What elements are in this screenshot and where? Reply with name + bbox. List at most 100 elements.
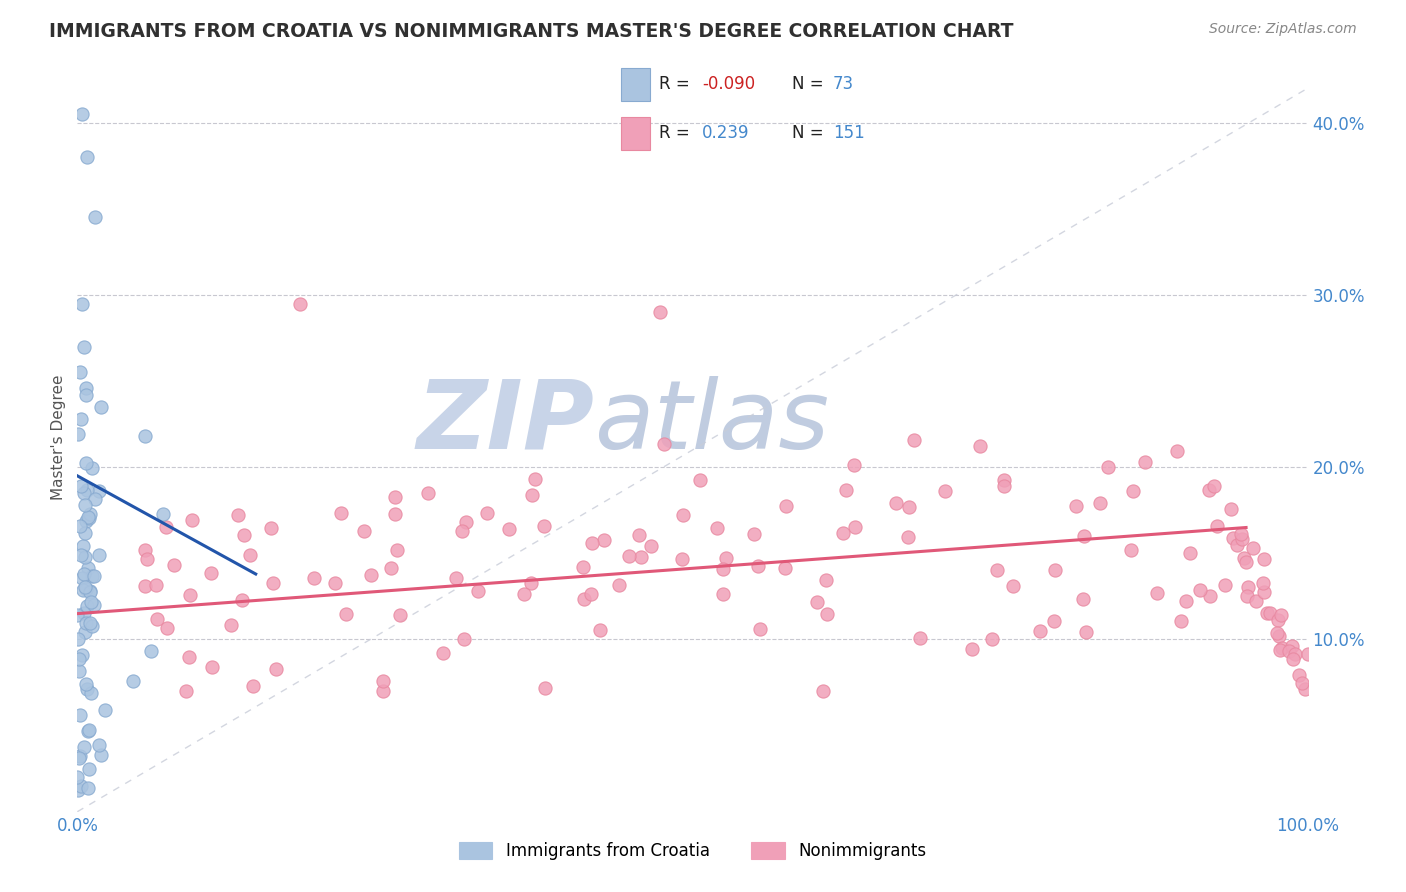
Point	[77, 561, 100, 575]
Point	[90, 748, 112, 763]
Point	[75, 526, 97, 541]
Point	[1258, 606, 1281, 620]
Point	[534, 681, 557, 695]
Point	[1121, 543, 1143, 558]
Point	[523, 472, 546, 486]
Point	[69, 519, 91, 533]
Point	[574, 591, 596, 606]
Point	[1213, 578, 1236, 592]
Point	[134, 429, 156, 443]
Point	[201, 659, 224, 673]
Point	[1146, 586, 1168, 600]
Point	[1043, 615, 1066, 629]
Point	[903, 433, 925, 447]
Point	[1267, 613, 1289, 627]
Point	[1206, 518, 1229, 533]
Point	[1175, 594, 1198, 608]
Point	[152, 507, 174, 521]
Point	[453, 632, 475, 646]
Text: 151: 151	[832, 124, 865, 143]
Point	[121, 673, 143, 688]
Point	[1043, 563, 1066, 577]
Point	[83, 491, 105, 506]
Point	[934, 484, 956, 499]
Point	[69, 366, 91, 380]
Point	[835, 483, 858, 497]
Point	[619, 549, 641, 563]
Point	[1029, 624, 1052, 638]
Point	[607, 578, 630, 592]
Point	[380, 561, 402, 575]
Point	[174, 684, 197, 698]
Point	[73, 498, 96, 512]
Point	[706, 521, 728, 535]
Point	[69, 707, 91, 722]
Point	[993, 479, 1015, 493]
Point	[1097, 460, 1119, 475]
Point	[75, 580, 97, 594]
Point	[671, 508, 693, 523]
Point	[239, 549, 262, 563]
Point	[1237, 580, 1260, 594]
Point	[513, 586, 536, 600]
Point	[67, 750, 90, 764]
Point	[1288, 668, 1310, 682]
Point	[325, 576, 347, 591]
Point	[66, 770, 89, 784]
Point	[1253, 585, 1275, 599]
Point	[806, 595, 828, 609]
Point	[304, 571, 326, 585]
Point	[384, 490, 406, 504]
Point	[73, 607, 96, 621]
Point	[76, 681, 98, 696]
Point	[1198, 483, 1220, 497]
Point	[66, 608, 89, 623]
Point	[1202, 479, 1225, 493]
Point	[80, 595, 103, 609]
Point	[450, 524, 472, 538]
Point	[75, 677, 97, 691]
Point	[266, 662, 288, 676]
Point	[1241, 541, 1264, 556]
Point	[572, 559, 595, 574]
Point	[1270, 607, 1292, 622]
Point	[533, 518, 555, 533]
Point	[66, 426, 89, 441]
Point	[589, 624, 612, 638]
Point	[384, 507, 406, 521]
Text: -0.090: -0.090	[702, 75, 755, 93]
Point	[475, 507, 498, 521]
Point	[80, 619, 103, 633]
Point	[76, 150, 98, 164]
Point	[79, 507, 101, 521]
Point	[77, 762, 100, 776]
Point	[141, 644, 163, 658]
Point	[76, 723, 98, 738]
Point	[814, 574, 837, 588]
Point	[69, 748, 91, 763]
Point	[689, 473, 711, 487]
Text: 73: 73	[832, 75, 855, 93]
Point	[1296, 647, 1319, 661]
Point	[79, 615, 101, 630]
Point	[72, 740, 94, 755]
Point	[82, 568, 104, 582]
Point	[1265, 626, 1288, 640]
Point	[630, 550, 652, 565]
Point	[1234, 555, 1257, 569]
Text: atlas: atlas	[595, 376, 830, 468]
Point	[716, 551, 738, 566]
Point	[742, 526, 765, 541]
Point	[1226, 538, 1249, 552]
Point	[262, 575, 284, 590]
Point	[416, 486, 439, 500]
Point	[579, 587, 602, 601]
Point	[75, 388, 97, 402]
Point	[70, 107, 93, 121]
Point	[1251, 576, 1274, 591]
Point	[1073, 529, 1095, 543]
Point	[155, 520, 177, 534]
Point	[145, 578, 167, 592]
Point	[713, 562, 735, 576]
Point	[1222, 531, 1244, 545]
